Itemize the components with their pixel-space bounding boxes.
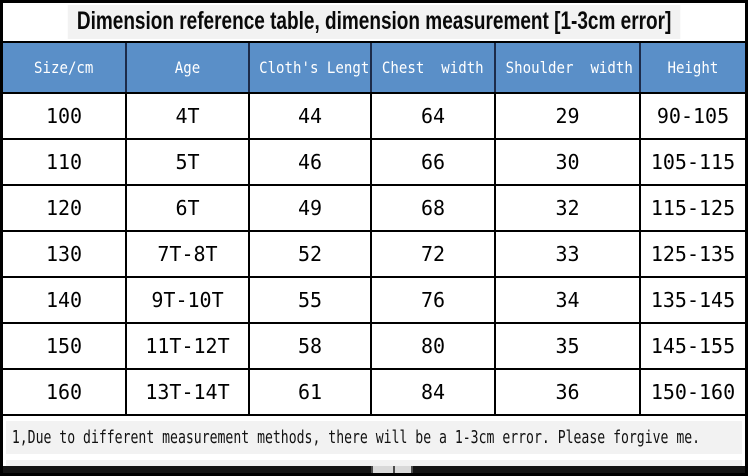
header-label: Shoulder width bbox=[505, 58, 633, 77]
cell-size: 120 bbox=[3, 184, 127, 232]
cell-height: 150-160 bbox=[639, 368, 745, 416]
cell-chest-width: 80 bbox=[370, 322, 496, 370]
cell-chest-width: 66 bbox=[370, 138, 496, 186]
cell-shoulder-width: 30 bbox=[494, 138, 641, 186]
cell-chest-width: 72 bbox=[370, 230, 496, 278]
cell-age: 6T bbox=[125, 184, 250, 232]
cropped-bottom-band bbox=[3, 466, 745, 473]
header-label: Size/cm bbox=[34, 58, 94, 77]
cell-age: 13T-14T bbox=[125, 368, 250, 416]
cell-height: 135-145 bbox=[639, 276, 745, 324]
cell-height: 115-125 bbox=[639, 184, 745, 232]
cell-chest-width: 68 bbox=[370, 184, 496, 232]
cell-cloth-length: 61 bbox=[248, 368, 372, 416]
cell-age: 5T bbox=[125, 138, 250, 186]
title-bar: Dimension reference table, dimension mea… bbox=[3, 3, 745, 43]
table-row: 120 6T 49 68 32 115-125 bbox=[3, 184, 745, 232]
header-label: Height bbox=[667, 58, 719, 77]
cell-size: 140 bbox=[3, 276, 127, 324]
cell-cloth-length: 55 bbox=[248, 276, 372, 324]
note-text: 1,Due to different measurement methods, … bbox=[11, 427, 701, 448]
cell-cloth-length: 52 bbox=[248, 230, 372, 278]
cell-age: 4T bbox=[125, 92, 250, 140]
cell-cloth-length: 58 bbox=[248, 322, 372, 370]
page-title: Dimension reference table, dimension mea… bbox=[67, 5, 681, 39]
band-notch bbox=[371, 466, 413, 473]
cell-size: 150 bbox=[3, 322, 127, 370]
table-row: 140 9T-10T 55 76 34 135-145 bbox=[3, 276, 745, 324]
cell-shoulder-width: 32 bbox=[494, 184, 641, 232]
cell-chest-width: 76 bbox=[370, 276, 496, 324]
cell-chest-width: 84 bbox=[370, 368, 496, 416]
header-cell-cloth-length: Cloth's Length bbox=[248, 43, 371, 94]
header-cell-chest-width: Chest width bbox=[370, 43, 495, 94]
header-cell-height: Height bbox=[639, 43, 745, 94]
cell-chest-width: 64 bbox=[370, 92, 496, 140]
header-cell-size: Size/cm bbox=[3, 43, 126, 94]
table-row: 110 5T 46 66 30 105-115 bbox=[3, 138, 745, 186]
cell-age: 7T-8T bbox=[125, 230, 250, 278]
cell-age: 11T-12T bbox=[125, 322, 250, 370]
cell-height: 125-135 bbox=[639, 230, 745, 278]
cell-age: 9T-10T bbox=[125, 276, 250, 324]
table-row: 150 11T-12T 58 80 35 145-155 bbox=[3, 322, 745, 370]
cell-shoulder-width: 29 bbox=[494, 92, 641, 140]
header-label: Chest width bbox=[382, 58, 484, 77]
cell-size: 100 bbox=[3, 92, 127, 140]
table-row: 160 13T-14T 61 84 36 150-160 bbox=[3, 368, 745, 416]
cell-shoulder-width: 33 bbox=[494, 230, 641, 278]
band-notch-divider bbox=[393, 466, 395, 473]
cell-shoulder-width: 34 bbox=[494, 276, 641, 324]
cell-height: 145-155 bbox=[639, 322, 745, 370]
cell-height: 90-105 bbox=[639, 92, 745, 140]
cell-height: 105-115 bbox=[639, 138, 745, 186]
header-row: Size/cm Age Cloth's Length Chest width S… bbox=[3, 43, 745, 94]
cell-cloth-length: 46 bbox=[248, 138, 372, 186]
cell-size: 130 bbox=[3, 230, 127, 278]
note-line-1: 1,Due to different measurement methods, … bbox=[6, 421, 742, 454]
header-label: Cloth's Length bbox=[259, 58, 371, 77]
header-cell-shoulder-width: Shoulder width bbox=[494, 43, 640, 94]
cell-size: 160 bbox=[3, 368, 127, 416]
cell-cloth-length: 49 bbox=[248, 184, 372, 232]
cell-size: 110 bbox=[3, 138, 127, 186]
header-cell-age: Age bbox=[125, 43, 249, 94]
table-row: 130 7T-8T 52 72 33 125-135 bbox=[3, 230, 745, 278]
table-row: 100 4T 44 64 29 90-105 bbox=[3, 92, 745, 140]
header-label: Age bbox=[174, 58, 201, 77]
cell-cloth-length: 44 bbox=[248, 92, 372, 140]
size-table: Size/cm Age Cloth's Length Chest width S… bbox=[3, 43, 745, 416]
cell-shoulder-width: 35 bbox=[494, 322, 641, 370]
cell-shoulder-width: 36 bbox=[494, 368, 641, 416]
